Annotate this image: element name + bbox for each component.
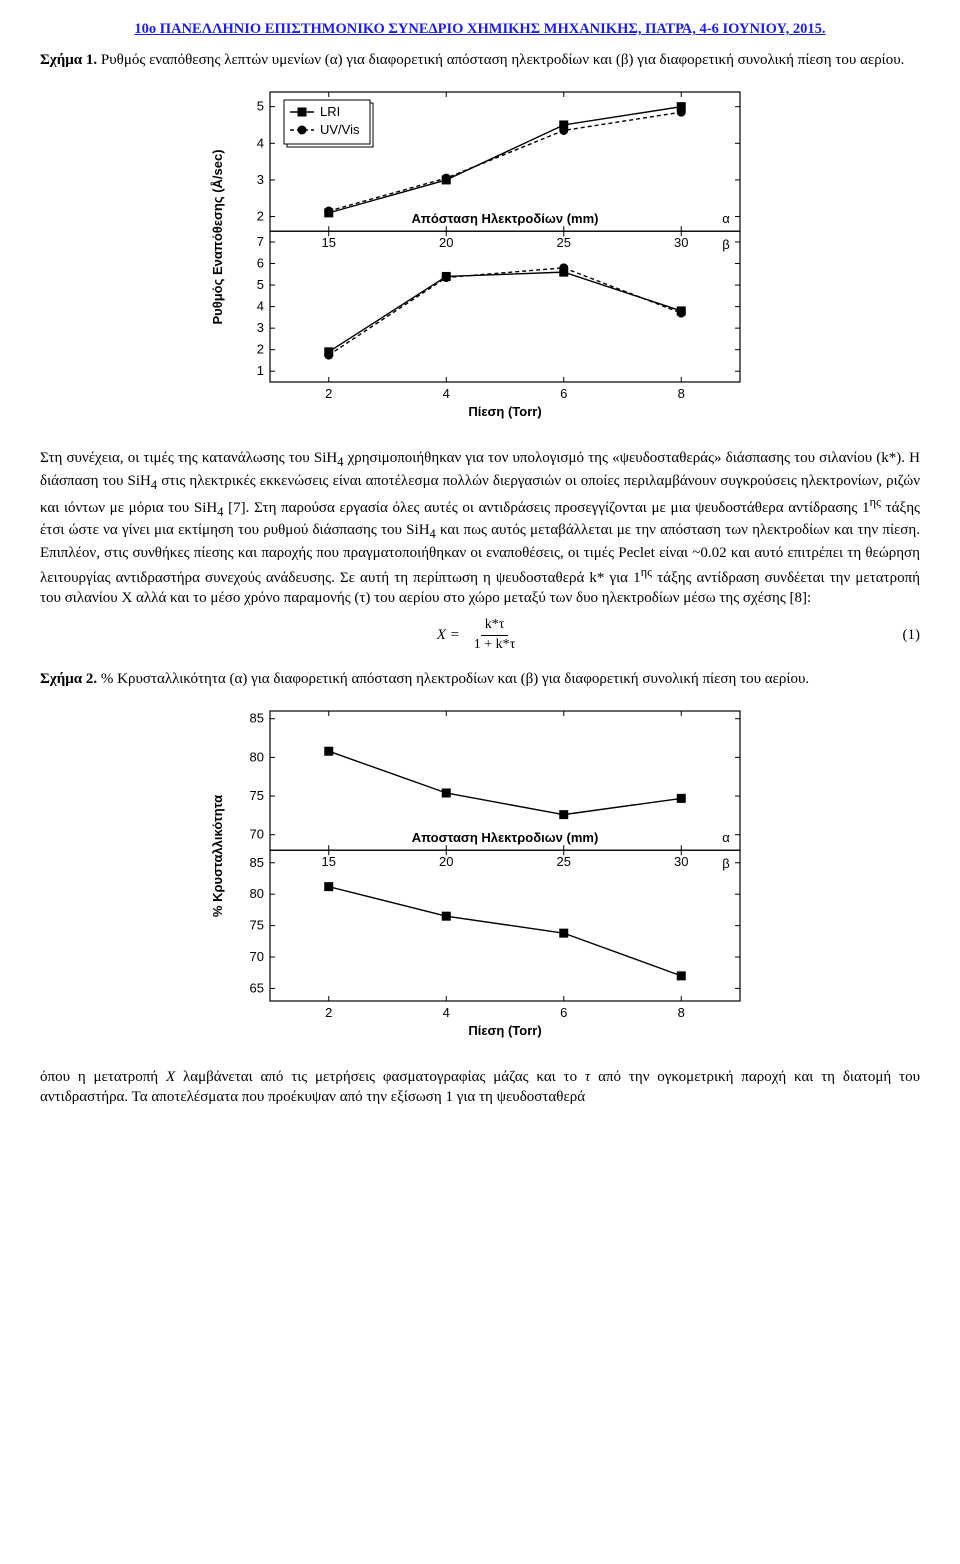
svg-text:80: 80 [250,886,264,901]
svg-text:Πίεση (Torr): Πίεση (Torr) [468,1023,541,1038]
svg-text:α: α [722,830,730,845]
svg-text:6: 6 [560,386,567,401]
svg-text:Πίεση (Torr): Πίεση (Torr) [468,404,541,419]
fig2-caption: Σχήμα 2. % Κρυσταλλικότητα (α) για διαφο… [40,669,920,689]
svg-text:3: 3 [257,320,264,335]
svg-text:Απόσταση Ηλεκτροδίων (mm): Απόσταση Ηλεκτροδίων (mm) [412,211,599,226]
svg-text:5: 5 [257,98,264,113]
figure-1: 234515202530Απόσταση Ηλεκτροδίων (mm)α12… [200,80,760,430]
equation-1: X = k*τ 1 + k*τ (1) [40,616,920,655]
figure-2: 70 75 80 85 15 20 25 30 Αποσταση Ηλεκτροδιων (mm… [200,699,760,1049]
svg-text:2: 2 [257,208,264,223]
svg-text:80: 80 [250,749,264,764]
fig1-caption-label: Σχήμα 1. [40,52,97,68]
eq-fraction: k*τ 1 + k*τ [470,616,520,655]
svg-text:65: 65 [250,981,264,996]
svg-text:β: β [722,237,729,252]
fig2-caption-text: % Κρυσταλλικότητα (α) για διαφορετική απ… [97,671,809,687]
eq-number: (1) [903,625,921,645]
svg-text:Αποσταση Ηλεκτροδιων (mm): Αποσταση Ηλεκτροδιων (mm) [412,830,599,845]
svg-text:6: 6 [560,1005,567,1020]
svg-text:20: 20 [439,854,453,869]
svg-text:20: 20 [439,235,453,250]
svg-text:% Κρυσταλλικότητα: % Κρυσταλλικότητα [210,795,225,917]
svg-text:7: 7 [257,234,264,249]
eq-denominator: 1 + k*τ [470,636,520,655]
svg-text:4: 4 [257,135,264,150]
svg-text:30: 30 [674,854,688,869]
svg-text:2: 2 [325,1005,332,1020]
footer-paragraph: όπου η μετατροπή X λαμβάνεται από τις με… [40,1067,920,1108]
svg-text:6: 6 [257,255,264,270]
svg-text:4: 4 [257,298,264,313]
svg-text:α: α [722,211,730,226]
svg-text:4: 4 [443,1005,450,1020]
svg-text:70: 70 [250,949,264,964]
svg-text:70: 70 [250,827,264,842]
svg-text:2: 2 [257,341,264,356]
svg-text:8: 8 [678,1005,685,1020]
svg-text:75: 75 [250,788,264,803]
svg-text:15: 15 [322,854,336,869]
fig2-caption-label: Σχήμα 2. [40,671,97,687]
svg-text:4: 4 [443,386,450,401]
page-header: 10ο ΠΑΝΕΛΛΗΝΙΟ ΕΠΙΣΤΗΜΟΝΙΚΟ ΣΥΝΕΔΡΙΟ ΧΗΜ… [40,20,920,40]
svg-text:85: 85 [250,855,264,870]
svg-text:8: 8 [678,386,685,401]
svg-text:3: 3 [257,172,264,187]
svg-text:UV/Vis: UV/Vis [320,122,360,137]
eq-numerator: k*τ [481,616,509,636]
svg-text:25: 25 [557,235,571,250]
svg-text:LRI: LRI [320,104,340,119]
svg-text:5: 5 [257,277,264,292]
svg-text:β: β [722,856,729,871]
svg-text:Ρυθμός Εναπόθεσης (Å/sec): Ρυθμός Εναπόθεσης (Å/sec) [210,149,225,324]
svg-text:25: 25 [557,854,571,869]
fig1-caption: Σχήμα 1. Ρυθμός εναπόθεσης λεπτών υμενίω… [40,50,920,70]
svg-text:30: 30 [674,235,688,250]
body-paragraph: Στη συνέχεια, οι τιμές της κατανάλωσης τ… [40,448,920,608]
svg-text:1: 1 [257,363,264,378]
svg-text:2: 2 [325,386,332,401]
eq-lhs: X = [437,625,460,645]
svg-text:75: 75 [250,918,264,933]
svg-text:85: 85 [250,711,264,726]
fig1-caption-text: Ρυθμός εναπόθεσης λεπτών υμενίων (α) για… [97,52,904,68]
svg-text:15: 15 [322,235,336,250]
